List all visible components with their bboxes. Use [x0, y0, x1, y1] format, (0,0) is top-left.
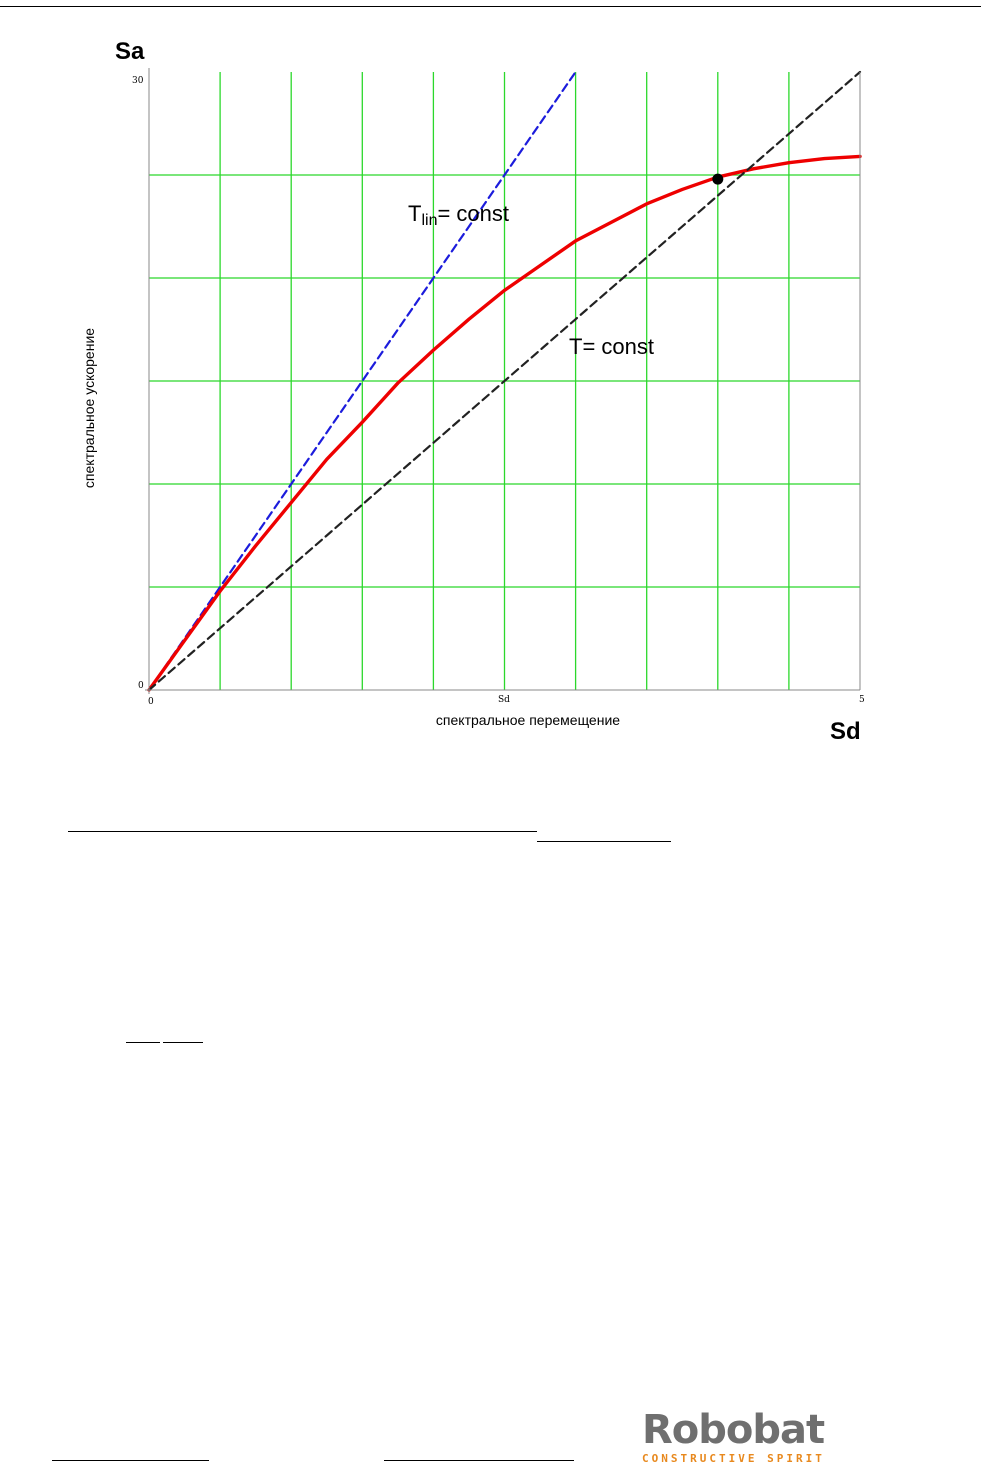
x-tick-max: 5: [859, 695, 865, 705]
annotation-t: T= const: [569, 334, 654, 359]
underline-rule: [384, 1460, 574, 1461]
x-axis-label: спектральное перемещение: [435, 712, 621, 728]
y-tick-min: 0: [138, 681, 144, 691]
capacity-curve: [147, 154, 862, 692]
performance-point-marker: [712, 173, 724, 185]
y-tick-max: 30: [132, 76, 144, 86]
logo-tagline: CONSTRUCTIVE SPIRIT: [642, 1452, 825, 1465]
page-header-rule: [0, 6, 981, 7]
underline-rule: [126, 1042, 160, 1043]
axis-frame: [145, 68, 861, 694]
logo-wordmark: Robobat: [642, 1407, 825, 1453]
x-tick-mid: Sd: [498, 695, 510, 705]
annotation-tlin: Tlin= const: [408, 201, 510, 229]
underline-rule: [52, 1460, 209, 1461]
underline-rule: [163, 1042, 203, 1043]
x-axis-symbol: Sd: [830, 718, 861, 745]
robobat-logo: Robobat CONSTRUCTIVE SPIRIT: [642, 1410, 852, 1465]
t-const-line: [147, 70, 862, 692]
underline-rule: [68, 831, 537, 832]
tlin-const-line: [147, 70, 577, 692]
underline-rule: [537, 841, 671, 842]
capacity-spectrum-chart: [145, 68, 862, 694]
y-axis-symbol: Sa: [115, 38, 145, 65]
y-axis-label: спектральное ускорение: [81, 327, 97, 489]
x-tick-min: 0: [148, 697, 154, 707]
series-layer: [147, 70, 862, 692]
